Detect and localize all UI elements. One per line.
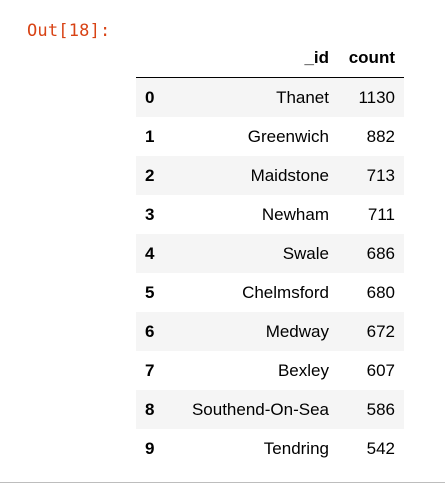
cell-count: 586 — [366, 399, 395, 419]
cell-count: 607 — [366, 360, 395, 380]
cell-count: 680 — [366, 282, 395, 302]
cell-id: Greenwich — [247, 126, 329, 146]
column-header-count: count — [338, 38, 404, 78]
row-index: 8 — [145, 399, 155, 419]
row-index: 3 — [145, 204, 155, 224]
cell-id: Thanet — [276, 87, 329, 107]
index-header — [136, 38, 173, 78]
cell-id: Newham — [261, 204, 329, 224]
row-index: 0 — [145, 87, 155, 107]
table-row: 4 Swale 686 — [136, 234, 404, 273]
table-row: 8 Southend-On-Sea 586 — [136, 390, 404, 429]
cell-count: 672 — [366, 321, 395, 341]
table-row: 5 Chelmsford 680 — [136, 273, 404, 312]
cell-id: Chelmsford — [242, 282, 329, 302]
row-index: 6 — [145, 321, 155, 341]
cell-count: 713 — [366, 165, 395, 185]
row-index: 2 — [145, 165, 155, 185]
row-index: 1 — [145, 126, 155, 146]
table-row: 3 Newham 711 — [136, 195, 404, 234]
column-header-id: _id — [173, 38, 338, 78]
cell-id: Tendring — [263, 438, 329, 458]
cell-id: Maidstone — [250, 165, 329, 185]
row-index: 9 — [145, 438, 155, 458]
cell-bottom-divider — [0, 482, 445, 483]
table-row: 6 Medway 672 — [136, 312, 404, 351]
table-row: 7 Bexley 607 — [136, 351, 404, 390]
cell-count: 686 — [366, 243, 395, 263]
table-row: 0 Thanet 1130 — [136, 77, 404, 117]
output-prompt: Out[18]: — [27, 21, 111, 41]
table-row: 2 Maidstone 713 — [136, 156, 404, 195]
table-row: 1 Greenwich 882 — [136, 117, 404, 156]
row-index: 5 — [145, 282, 155, 302]
cell-count: 542 — [366, 438, 395, 458]
cell-count: 882 — [366, 126, 395, 146]
cell-id: Swale — [282, 243, 329, 263]
table-row: 9 Tendring 542 — [136, 429, 404, 468]
header-row: _id count — [136, 38, 404, 78]
cell-count: 711 — [367, 204, 395, 224]
cell-id: Southend-On-Sea — [191, 399, 329, 419]
dataframe-table: _id count 0 Thanet 1130 1 Greenwich 882 … — [136, 38, 404, 468]
cell-id: Bexley — [277, 360, 329, 380]
dataframe-container: _id count 0 Thanet 1130 1 Greenwich 882 … — [136, 38, 404, 468]
row-index: 4 — [145, 243, 155, 263]
cell-id: Medway — [265, 321, 329, 341]
cell-count: 1130 — [358, 87, 395, 107]
row-index: 7 — [145, 360, 155, 380]
